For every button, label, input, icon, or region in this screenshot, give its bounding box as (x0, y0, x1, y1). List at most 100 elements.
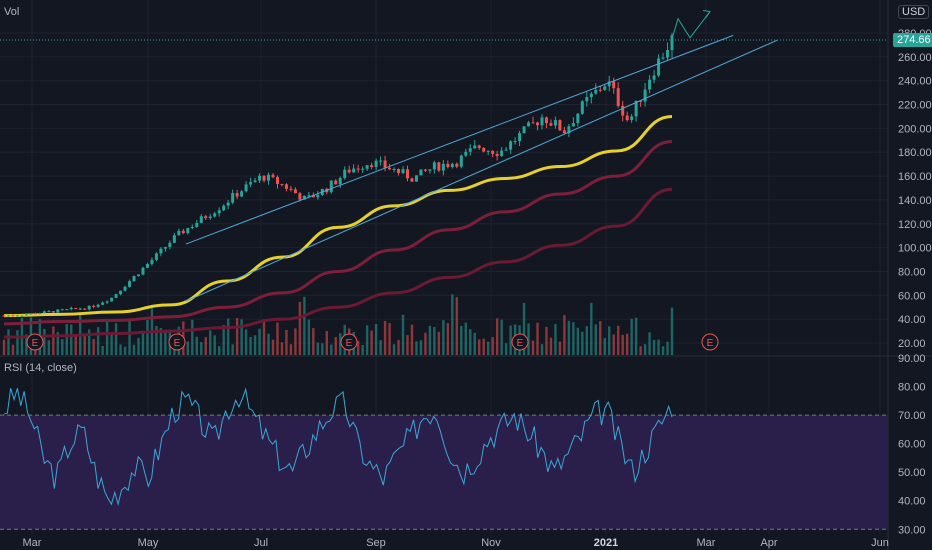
candle-body (128, 281, 132, 287)
volume-bar (325, 331, 328, 355)
volume-bar (424, 332, 427, 355)
volume-bar (473, 332, 476, 355)
volume-bar (204, 337, 207, 355)
rsi-tick-label: 70.00 (898, 410, 926, 422)
currency-button[interactable]: USD (898, 5, 930, 19)
volume-bar (374, 324, 378, 355)
candle-body (401, 169, 405, 174)
volume-bar (608, 326, 611, 355)
volume-bar (590, 302, 593, 355)
rsi-tick-label: 60.00 (898, 439, 926, 451)
candle-body (177, 230, 181, 236)
volume-bar (460, 325, 463, 355)
candle-body (361, 168, 365, 170)
candle-body (392, 168, 396, 170)
candle-body (262, 175, 266, 181)
price-tick-label: 160.00 (898, 171, 932, 183)
candle-body (468, 148, 472, 152)
candle-body (289, 188, 293, 190)
volume-bar (132, 344, 136, 355)
candle-body (397, 168, 401, 174)
candle-body (432, 162, 436, 170)
projection-arrowhead (702, 10, 711, 18)
candle-body (540, 117, 544, 126)
volume-bar (451, 294, 454, 355)
candle-body (195, 222, 199, 228)
moving-averages (3, 114, 673, 339)
candle-body (652, 75, 656, 80)
projection-arrow[interactable] (671, 10, 711, 40)
candle-body (594, 89, 598, 94)
candle-body (370, 165, 374, 168)
volume-bar (433, 327, 436, 355)
volume-bar (504, 343, 508, 355)
trend-channel[interactable] (185, 34, 778, 302)
volume-bar (16, 330, 19, 355)
candle-body (56, 309, 60, 313)
candle-body (643, 89, 647, 102)
candle-body (666, 50, 670, 58)
candle-body (208, 216, 212, 219)
candle-body (101, 302, 105, 305)
time-tick-label: Jul (254, 537, 268, 549)
candle-body (477, 145, 481, 148)
volume-bar (491, 337, 494, 355)
volume-bar (383, 320, 387, 355)
earnings-letter: E (32, 338, 39, 349)
earnings-marker: E (701, 333, 719, 351)
rsi-axis[interactable]: 30.00 40.00 50.00 60.00 70.00 80.00 90.00 (898, 353, 926, 536)
price-tick-label: 80.00 (898, 266, 926, 278)
price-tick-label: 40.00 (898, 314, 926, 326)
volume-bar (406, 335, 409, 355)
volume-bar (625, 333, 629, 355)
candle-body (459, 155, 463, 167)
volume-bar (442, 320, 445, 355)
volume-bar (522, 302, 526, 355)
candles (2, 33, 674, 317)
candle-body (132, 276, 136, 282)
candle-body (621, 105, 625, 116)
time-axis[interactable]: Mar May Jul Sep Nov 2021 Mar Apr Jun (23, 537, 889, 549)
candle-body (83, 308, 87, 310)
candle-body (240, 191, 244, 197)
candle-body (482, 147, 486, 152)
candle-body (172, 235, 176, 243)
candle-body (383, 160, 387, 168)
volume-bar (114, 323, 118, 355)
volume-bar (540, 344, 544, 355)
volume-bar (123, 346, 127, 355)
volume-label: Vol (4, 6, 20, 18)
candle-body (2, 315, 6, 317)
candle-body (123, 286, 127, 291)
candle-body (625, 115, 629, 121)
volume-bar (294, 328, 297, 355)
candle-body (536, 122, 540, 126)
earnings-circle (26, 333, 44, 351)
rsi-tick-label: 40.00 (898, 496, 926, 508)
volume-bar (397, 339, 400, 355)
earnings-letter: E (517, 338, 524, 349)
earnings-circle (340, 333, 358, 351)
volume-bar (52, 326, 55, 355)
candle-body (374, 160, 378, 168)
candle-body (455, 163, 459, 167)
volume-bar (334, 337, 337, 355)
earnings-letter: E (174, 338, 181, 349)
volume-bar (25, 334, 28, 355)
volume-bar (11, 344, 15, 355)
candle-body (527, 122, 531, 127)
candle-body (154, 253, 158, 260)
volume-bar (83, 333, 86, 355)
candle-body (338, 178, 342, 185)
candle-body (661, 57, 665, 59)
volume-bar (563, 315, 566, 355)
volume-bar (419, 340, 423, 355)
volume-bar (271, 339, 275, 355)
price-axis[interactable]: 20.00 40.00 60.00 80.00 100.00 120.00 140.00 16… (898, 28, 932, 350)
volume-bar (482, 338, 485, 355)
volume-bar (652, 339, 656, 355)
candle-body (51, 311, 55, 313)
earnings-letter: E (346, 338, 353, 349)
